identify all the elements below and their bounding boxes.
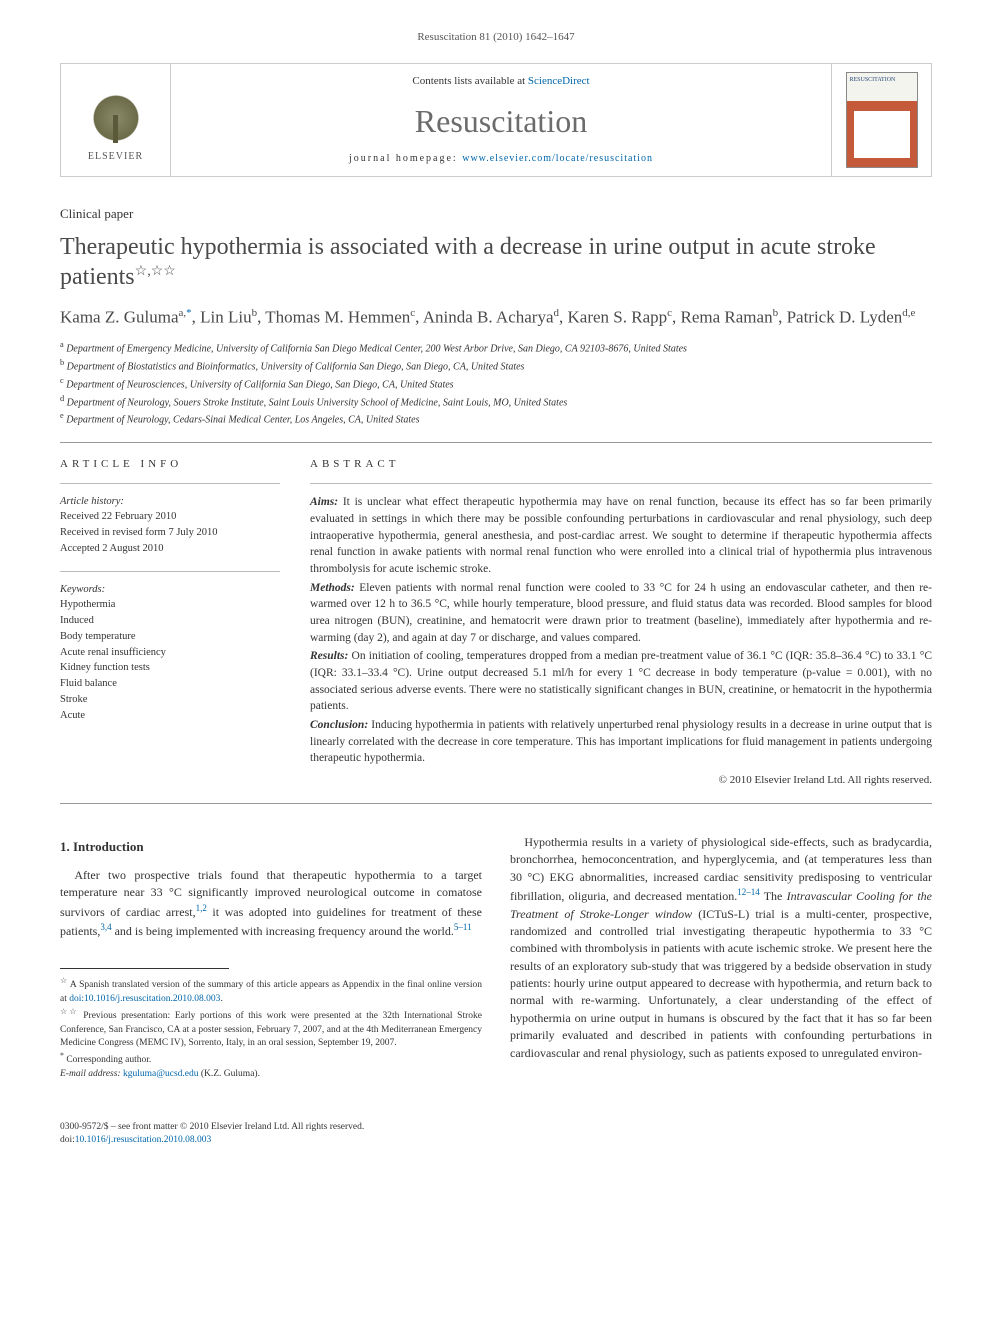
homepage-prefix: journal homepage: (349, 153, 462, 164)
history-line: Received in revised form 7 July 2010 (60, 525, 280, 541)
masthead-center: Contents lists available at ScienceDirec… (171, 64, 831, 176)
abstract-methods: Methods: Eleven patients with normal ren… (310, 580, 932, 647)
publisher-logo-box: ELSEVIER (61, 64, 171, 176)
divider (310, 483, 932, 484)
contents-prefix: Contents lists available at (412, 75, 527, 87)
affiliation: c Department of Neurosciences, Universit… (60, 375, 932, 393)
journal-homepage-link[interactable]: www.elsevier.com/locate/resuscitation (462, 153, 653, 164)
section-heading: 1. Introduction (60, 838, 482, 857)
contents-available-line: Contents lists available at ScienceDirec… (183, 74, 819, 89)
footnotes-block: ☆ A Spanish translated version of the su… (60, 968, 482, 1081)
email-link[interactable]: kguluma@ucsd.edu (123, 1069, 199, 1079)
journal-masthead: ELSEVIER Contents lists available at Sci… (60, 63, 932, 177)
info-abstract-row: article info Article history: Received 2… (60, 457, 932, 789)
body-paragraph: After two prospective trials found that … (60, 867, 482, 941)
article-type: Clinical paper (60, 205, 932, 223)
footnote: ☆ A Spanish translated version of the su… (60, 975, 482, 1006)
abstract-conclusion: Conclusion: Inducing hypothermia in pati… (310, 717, 932, 767)
publisher-label: ELSEVIER (88, 150, 143, 164)
body-paragraph: Hypothermia results in a variety of phys… (510, 834, 932, 1062)
doi-link[interactable]: doi:10.1016/j.resuscitation.2010.08.003 (69, 994, 220, 1004)
abstract-aims: Aims: It is unclear what effect therapeu… (310, 494, 932, 577)
keyword: Fluid balance (60, 676, 280, 692)
affiliation: e Department of Neurology, Cedars-Sinai … (60, 410, 932, 428)
affiliations: a Department of Emergency Medicine, Univ… (60, 339, 932, 428)
email-line: E-mail address: kguluma@ucsd.edu (K.Z. G… (60, 1068, 482, 1081)
keyword: Induced (60, 613, 280, 629)
history-line: Received 22 February 2010 (60, 509, 280, 525)
article-title: Therapeutic hypothermia is associated wi… (60, 232, 932, 292)
keywords-block: Keywords: Hypothermia Induced Body tempe… (60, 582, 280, 724)
running-header: Resuscitation 81 (2010) 1642–1647 (60, 30, 932, 45)
affiliation: a Department of Emergency Medicine, Univ… (60, 339, 932, 357)
title-footnote-marks: ☆,☆☆ (135, 264, 176, 279)
title-text: Therapeutic hypothermia is associated wi… (60, 234, 876, 290)
keyword: Body temperature (60, 629, 280, 645)
doi-link[interactable]: 10.1016/j.resuscitation.2010.08.003 (75, 1135, 211, 1145)
footnote: ☆☆ Previous presentation: Early portions… (60, 1006, 482, 1050)
journal-name: Resuscitation (183, 99, 819, 144)
footer-copyright: 0300-9572/$ – see front matter © 2010 El… (60, 1121, 932, 1134)
article-info-column: article info Article history: Received 2… (60, 457, 280, 789)
affiliation: d Department of Neurology, Souers Stroke… (60, 393, 932, 411)
keyword: Kidney function tests (60, 660, 280, 676)
article-body: 1. Introduction After two prospective tr… (60, 834, 932, 1081)
divider (60, 483, 280, 484)
keyword: Hypothermia (60, 597, 280, 613)
sciencedirect-link[interactable]: ScienceDirect (528, 75, 590, 87)
divider (60, 442, 932, 443)
divider (60, 571, 280, 572)
affiliation: b Department of Biostatistics and Bioinf… (60, 357, 932, 375)
corresponding-author-note: * Corresponding author. (60, 1050, 482, 1067)
divider (60, 803, 932, 804)
history-line: Accepted 2 August 2010 (60, 541, 280, 557)
abstract-results: Results: On initiation of cooling, tempe… (310, 648, 932, 715)
cover-thumb-box: RESUSCITATION (831, 64, 931, 176)
abstract-copyright: © 2010 Elsevier Ireland Ltd. All rights … (310, 773, 932, 789)
journal-homepage-line: journal homepage: www.elsevier.com/locat… (183, 152, 819, 166)
journal-cover-icon: RESUSCITATION (846, 72, 918, 168)
keywords-label: Keywords: (60, 582, 280, 598)
author-list: Kama Z. Gulumaa,*, Lin Liub, Thomas M. H… (60, 306, 932, 330)
footnote-rule (60, 968, 229, 969)
footer-doi: doi:10.1016/j.resuscitation.2010.08.003 (60, 1134, 932, 1147)
history-label: Article history: (60, 494, 280, 510)
article-info-heading: article info (60, 457, 280, 472)
abstract-heading: abstract (310, 457, 932, 473)
keyword: Stroke (60, 692, 280, 708)
keyword: Acute renal insufficiency (60, 645, 280, 661)
article-history: Article history: Received 22 February 20… (60, 494, 280, 557)
keyword: Acute (60, 708, 280, 724)
elsevier-tree-icon (81, 76, 151, 146)
abstract-column: abstract Aims: It is unclear what effect… (310, 457, 932, 789)
document-footer: 0300-9572/$ – see front matter © 2010 El… (60, 1121, 932, 1148)
